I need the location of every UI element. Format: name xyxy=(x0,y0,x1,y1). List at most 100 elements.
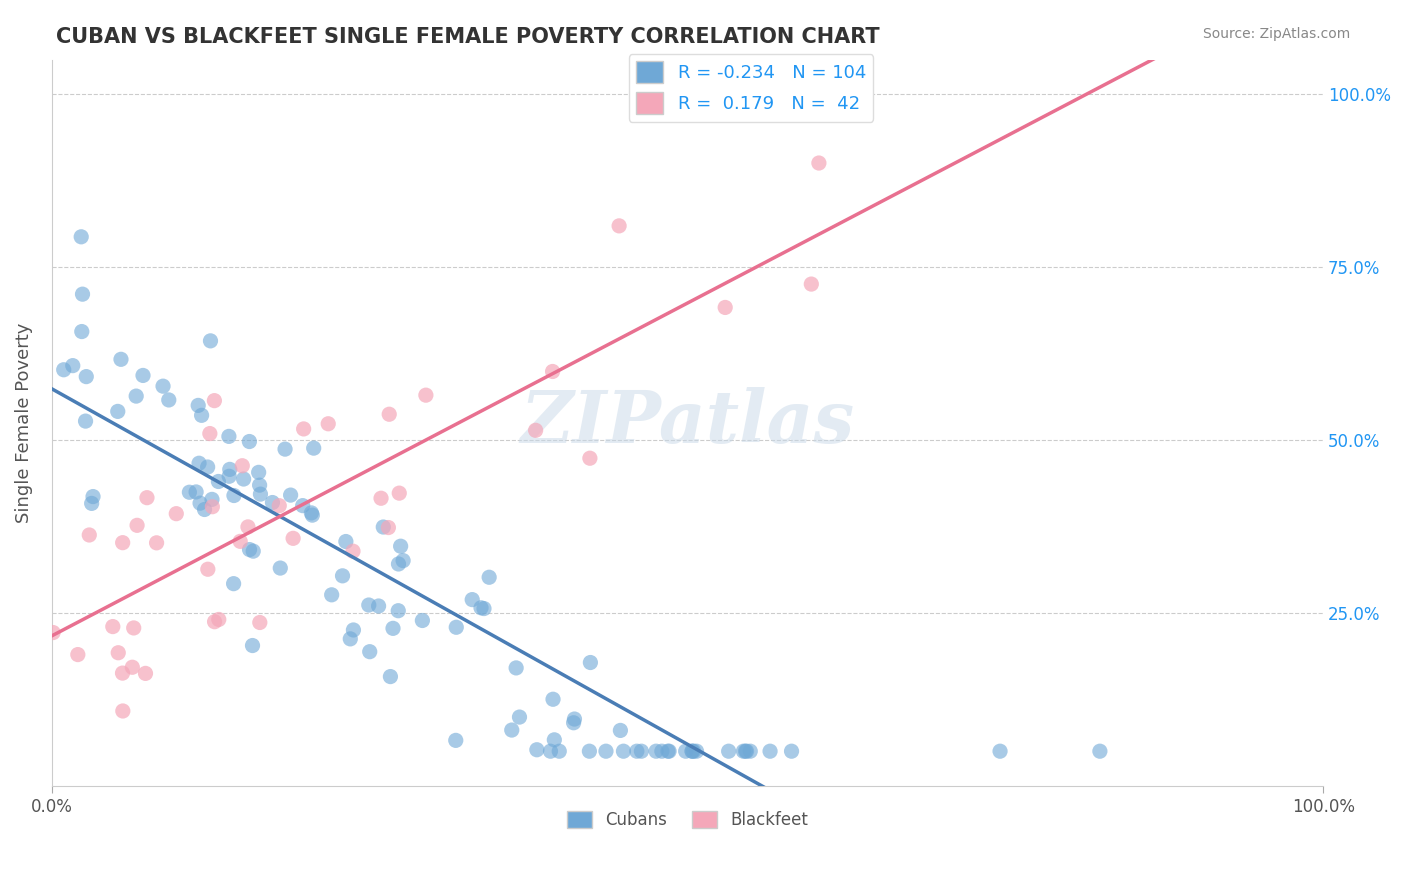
Point xyxy=(136,491,159,505)
Point xyxy=(681,744,703,758)
Point xyxy=(607,219,630,233)
Point xyxy=(630,744,652,758)
Point xyxy=(681,744,703,758)
Point xyxy=(82,490,104,504)
Point xyxy=(222,576,245,591)
Point xyxy=(302,441,325,455)
Point xyxy=(152,379,174,393)
Point xyxy=(111,704,134,718)
Point xyxy=(121,660,143,674)
Point xyxy=(526,743,548,757)
Point xyxy=(125,518,148,533)
Point xyxy=(122,621,145,635)
Point xyxy=(242,639,264,653)
Point xyxy=(685,744,707,758)
Point xyxy=(800,277,823,291)
Point xyxy=(357,598,380,612)
Point xyxy=(387,557,409,571)
Point xyxy=(179,485,201,500)
Point xyxy=(202,393,225,408)
Point xyxy=(110,352,132,367)
Point xyxy=(218,469,240,483)
Point xyxy=(165,507,187,521)
Point xyxy=(80,496,103,510)
Point xyxy=(626,744,648,758)
Point xyxy=(125,389,148,403)
Point xyxy=(388,486,411,500)
Point xyxy=(222,489,245,503)
Point xyxy=(72,287,94,301)
Point xyxy=(198,426,221,441)
Point xyxy=(249,478,271,492)
Point xyxy=(807,156,830,170)
Point xyxy=(208,612,231,626)
Point xyxy=(107,646,129,660)
Point xyxy=(392,553,415,567)
Point xyxy=(157,392,180,407)
Point xyxy=(193,502,215,516)
Point xyxy=(197,562,219,576)
Point xyxy=(339,632,361,646)
Point xyxy=(231,458,253,473)
Point xyxy=(52,363,75,377)
Point xyxy=(111,666,134,681)
Point xyxy=(380,669,402,683)
Point xyxy=(134,666,156,681)
Point xyxy=(1088,744,1111,758)
Point xyxy=(444,733,467,747)
Point xyxy=(988,744,1011,758)
Point xyxy=(77,528,100,542)
Point xyxy=(543,732,565,747)
Point xyxy=(132,368,155,383)
Point xyxy=(342,544,364,558)
Y-axis label: Single Female Poverty: Single Female Poverty xyxy=(15,323,32,523)
Point xyxy=(238,542,260,557)
Point xyxy=(579,656,602,670)
Point xyxy=(501,723,523,737)
Point xyxy=(675,744,697,758)
Point xyxy=(269,499,291,513)
Point xyxy=(612,744,634,758)
Point xyxy=(609,723,631,738)
Point xyxy=(382,621,405,635)
Point xyxy=(682,744,704,758)
Point xyxy=(562,715,585,730)
Point xyxy=(188,496,211,510)
Point xyxy=(238,434,260,449)
Point xyxy=(269,561,291,575)
Point xyxy=(370,491,392,506)
Point xyxy=(218,429,240,443)
Point xyxy=(377,520,399,534)
Point xyxy=(281,532,304,546)
Point xyxy=(735,744,758,758)
Point xyxy=(508,710,530,724)
Point xyxy=(657,744,679,758)
Point xyxy=(387,604,409,618)
Point xyxy=(733,744,755,758)
Point xyxy=(740,744,762,758)
Point xyxy=(541,364,564,378)
Point xyxy=(378,407,401,421)
Point xyxy=(236,520,259,534)
Point xyxy=(541,692,564,706)
Point xyxy=(247,466,270,480)
Point xyxy=(70,229,93,244)
Point xyxy=(411,614,433,628)
Point xyxy=(111,535,134,549)
Point xyxy=(66,648,89,662)
Point xyxy=(249,615,271,630)
Point xyxy=(446,620,468,634)
Point xyxy=(107,404,129,418)
Point xyxy=(291,499,314,513)
Point xyxy=(188,456,211,470)
Point xyxy=(658,744,681,758)
Point xyxy=(415,388,437,402)
Point xyxy=(75,414,97,428)
Point xyxy=(651,744,673,758)
Point xyxy=(540,744,562,758)
Point xyxy=(274,442,297,456)
Point xyxy=(75,369,97,384)
Point xyxy=(249,487,271,501)
Point xyxy=(204,615,226,629)
Point xyxy=(218,462,240,476)
